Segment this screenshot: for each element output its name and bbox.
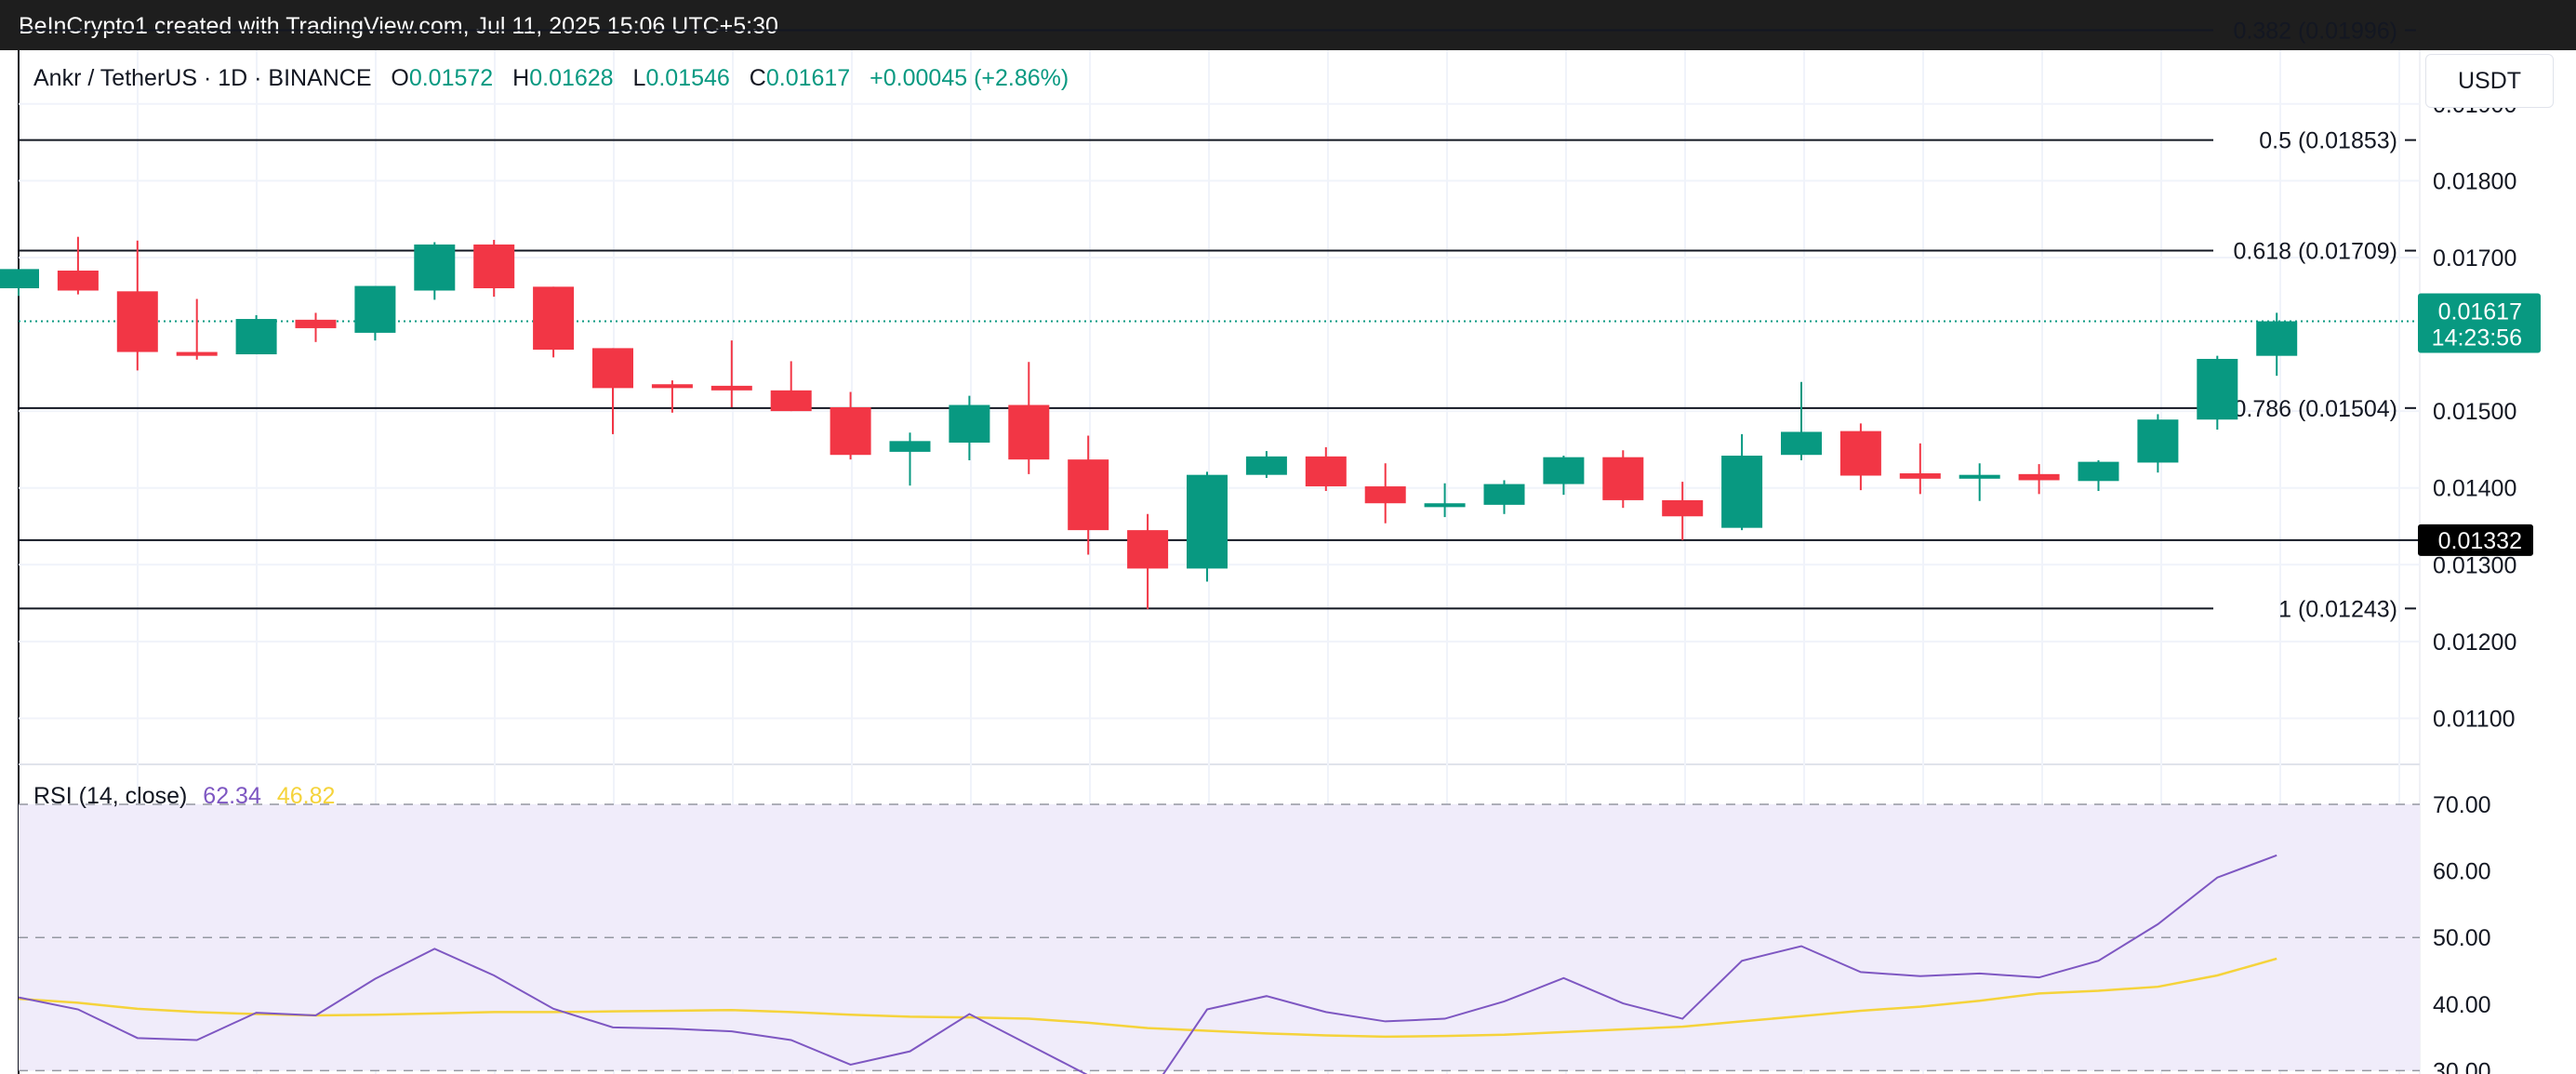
support-price-tag	[2418, 524, 2533, 556]
candle-body	[0, 269, 39, 288]
low-label: L	[632, 65, 646, 91]
current-price-label: 0.01617	[2438, 299, 2522, 325]
candle-body	[1127, 530, 1169, 569]
price-tick-label: 0.01400	[2433, 476, 2516, 502]
candle-body	[1721, 456, 1763, 528]
candle-body	[1662, 499, 1704, 517]
candle-body	[473, 244, 515, 288]
candle-body	[176, 351, 218, 356]
candle-body	[1543, 457, 1585, 484]
high-label: H	[512, 65, 530, 91]
candle-body	[414, 244, 456, 291]
candle-body	[1364, 486, 1406, 504]
candle-body	[2078, 461, 2119, 482]
attribution-text: BeInCrypto1 created with TradingView.com…	[19, 13, 778, 39]
candle-body	[1187, 474, 1228, 569]
candle-body	[1068, 459, 1109, 531]
fib-level-label: 0.5 (0.01853)	[2259, 128, 2397, 154]
close-label: C	[749, 65, 766, 91]
price-tick-label: 0.01100	[2433, 706, 2516, 732]
rsi-ma-value: 46.82	[276, 783, 336, 809]
price-tick-label: 0.01800	[2433, 168, 2516, 194]
rsi-tick-label: 40.00	[2433, 992, 2491, 1018]
candle-body	[830, 407, 871, 456]
candle-body	[116, 291, 158, 352]
close-value: 0.01617	[765, 65, 851, 91]
rsi-ma-line	[19, 957, 2277, 1039]
rsi-line	[19, 854, 2277, 1074]
open-label: O	[391, 65, 409, 91]
candle-body	[1305, 456, 1347, 487]
price-tick-label: 0.01300	[2433, 552, 2516, 578]
candle-body	[1602, 457, 1644, 500]
candle-body	[1781, 431, 1822, 456]
rsi-tick-label: 30.00	[2433, 1058, 2491, 1074]
candle-body	[235, 319, 277, 355]
rsi-tick-label: 50.00	[2433, 925, 2491, 951]
candle-body	[1899, 473, 1941, 479]
candle-body	[949, 404, 990, 443]
top-attribution-bar: BeInCrypto1 created with TradingView.com…	[0, 0, 2576, 50]
candle-body	[354, 285, 396, 333]
open-value: 0.01572	[408, 65, 494, 91]
candle-body	[1959, 474, 2000, 479]
fib-level-label: 1 (0.01243)	[2278, 596, 2397, 622]
rsi-tick-label: 70.00	[2433, 792, 2491, 818]
candle-body	[1008, 404, 1050, 460]
current-price-tag	[2418, 293, 2541, 353]
change-value: +0.00045 (+2.86%)	[870, 65, 1069, 91]
rsi-legend: RSI (14, close) 62.34 46.82	[33, 783, 335, 810]
candle-body	[533, 286, 575, 351]
candle-body	[2018, 473, 2060, 481]
candle-body	[2137, 419, 2179, 463]
price-tick-label: 0.01200	[2433, 630, 2516, 656]
candle-body	[889, 441, 931, 452]
rsi-value: 62.34	[203, 783, 261, 809]
candle-body	[1483, 484, 1525, 505]
ohlc-legend: Ankr / TetherUS · 1D · BINANCE O0.01572 …	[33, 65, 1082, 92]
candle-body	[2197, 358, 2238, 420]
candle-body	[1839, 431, 1881, 476]
support-price-label: 0.01332	[2438, 528, 2522, 554]
candle-body	[57, 271, 99, 291]
candle-body	[2256, 321, 2298, 356]
candle-body	[710, 385, 752, 391]
candle-body	[1424, 503, 1466, 508]
candle-body	[770, 390, 812, 412]
candle-body	[592, 348, 633, 389]
price-tick-label: 0.01700	[2433, 245, 2516, 272]
countdown-label: 14:23:56	[2432, 325, 2522, 351]
fib-level-label: 0.382 (0.01996)	[2233, 19, 2397, 45]
candle-body	[651, 384, 693, 389]
rsi-title[interactable]: RSI (14, close)	[33, 783, 188, 809]
symbol-label[interactable]: Ankr / TetherUS · 1D · BINANCE	[33, 65, 372, 91]
rsi-tick-label: 60.00	[2433, 859, 2491, 885]
price-tick-label: 0.01500	[2433, 399, 2516, 425]
low-value: 0.01546	[645, 65, 730, 91]
currency-button[interactable]: USDT	[2425, 54, 2554, 108]
fib-level-label: 0.618 (0.01709)	[2233, 239, 2397, 265]
fib-level-label: 0.786 (0.01504)	[2233, 396, 2397, 422]
high-value: 0.01628	[529, 65, 614, 91]
candle-body	[1245, 456, 1287, 475]
candle-body	[295, 319, 337, 328]
